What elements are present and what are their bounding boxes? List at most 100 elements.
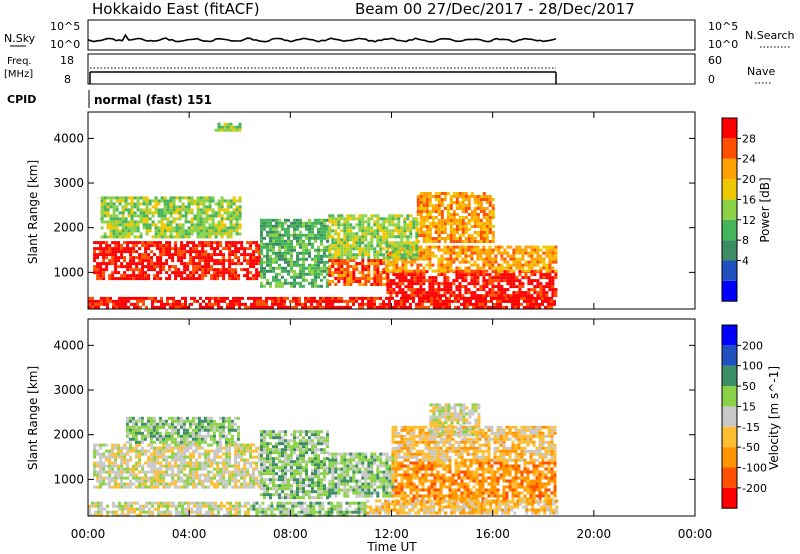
power-cell <box>434 288 438 292</box>
power-cell <box>343 235 347 239</box>
nsky-panel <box>87 19 696 51</box>
velocity-cell <box>186 461 190 465</box>
power-cell <box>114 265 118 269</box>
power-cell <box>238 196 242 200</box>
power-cell <box>491 270 495 274</box>
power-cell <box>204 259 208 263</box>
power-cell <box>156 256 160 260</box>
power-cell <box>364 214 368 218</box>
power-cell <box>93 247 97 251</box>
velocity-cell <box>255 455 259 459</box>
power-cell <box>509 266 513 270</box>
power-cell <box>283 296 286 300</box>
power-cell <box>139 305 142 309</box>
velocity-cell <box>340 452 344 456</box>
power-cell <box>464 276 468 280</box>
velocity-cell <box>132 467 136 471</box>
power-cell <box>328 244 332 248</box>
power-cell <box>494 260 498 264</box>
power-cell <box>174 265 178 269</box>
power-cell <box>464 225 468 228</box>
velocity-cell <box>284 466 287 470</box>
power-cell <box>523 296 526 300</box>
power-cell <box>181 196 185 200</box>
power-cell <box>199 196 203 200</box>
velocity-cell <box>252 455 256 459</box>
power-cell <box>144 274 148 278</box>
velocity-cell <box>108 476 112 480</box>
power-cell <box>275 257 278 261</box>
y-tick-label: 1000 <box>53 265 84 279</box>
power-cell <box>317 269 320 273</box>
power-cell <box>250 302 253 306</box>
power-cell <box>207 241 211 245</box>
velocity-cell <box>361 473 365 477</box>
velocity-cell <box>240 470 244 474</box>
power-cell <box>470 210 474 213</box>
power-cell <box>130 226 134 230</box>
velocity-cell <box>138 482 142 486</box>
velocity-cell <box>252 473 256 477</box>
power-cell <box>266 248 269 252</box>
velocity-cell <box>337 473 341 477</box>
velocity-cell <box>117 485 121 489</box>
power-cell <box>154 226 158 230</box>
velocity-cell <box>314 460 317 464</box>
velocity-cell <box>269 451 272 455</box>
power-cell <box>470 294 474 298</box>
power-cell <box>183 253 187 257</box>
power-cell <box>394 253 398 257</box>
power-cell <box>391 305 394 309</box>
power-cell <box>299 224 302 228</box>
power-cell <box>115 226 119 230</box>
power-cell <box>494 291 498 295</box>
power-cell <box>391 296 394 300</box>
power-cell <box>394 226 398 230</box>
power-cell <box>238 305 241 309</box>
power-cell <box>385 296 388 300</box>
power-cell <box>376 223 380 227</box>
power-cell <box>337 226 341 230</box>
velocity-cell <box>123 482 127 486</box>
power-cell <box>473 222 477 225</box>
power-cell <box>249 277 253 281</box>
power-cell <box>551 279 555 283</box>
power-cell <box>425 201 429 204</box>
power-cell <box>103 196 107 200</box>
power-cell <box>443 263 447 267</box>
power-cell <box>370 241 374 245</box>
power-cell <box>109 226 113 230</box>
power-cell <box>153 244 157 248</box>
velocity-cell <box>287 460 290 464</box>
power-cell <box>494 269 498 273</box>
power-cell <box>115 205 119 209</box>
power-cell <box>404 263 408 267</box>
power-cell <box>431 285 435 289</box>
power-cell <box>159 265 163 269</box>
power-cell <box>269 284 272 288</box>
power-cell <box>382 235 386 239</box>
power-cell <box>157 214 161 218</box>
power-cell <box>514 296 517 300</box>
power-cell <box>214 235 218 239</box>
power-cell <box>302 260 305 264</box>
power-cell <box>548 279 552 283</box>
velocity-cell <box>240 467 244 471</box>
power-cell <box>174 250 178 254</box>
power-cell <box>488 251 492 255</box>
power-cell <box>202 235 206 239</box>
power-cell <box>129 247 133 251</box>
velocity-cell <box>302 484 305 488</box>
power-cell <box>243 253 247 257</box>
power-cell <box>228 268 232 272</box>
power-cell <box>126 262 130 266</box>
power-cell <box>234 271 238 275</box>
power-cell <box>433 296 436 300</box>
power-cell <box>114 271 118 275</box>
power-cell <box>163 232 167 236</box>
velocity-cell <box>287 496 290 500</box>
power-cell <box>379 241 383 245</box>
velocity-cell <box>263 478 266 482</box>
velocity-cell <box>105 464 109 468</box>
power-cell <box>364 277 368 280</box>
